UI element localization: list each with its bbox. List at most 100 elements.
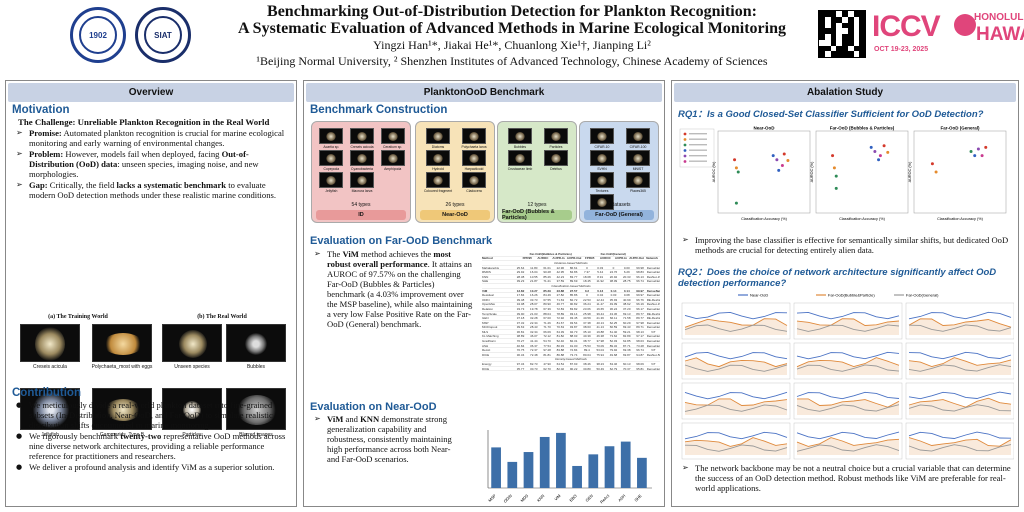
table-cell: 52.03 <box>609 339 618 344</box>
far-ood-text: The ViM method achieves the most robust … <box>314 249 474 329</box>
table-cell: 84.49 <box>543 293 551 298</box>
table-cell: 37.32 <box>516 320 525 325</box>
sample-thumbnail <box>508 150 532 166</box>
ablation-heading: Abalation Study <box>674 83 1016 102</box>
scatter-point <box>969 150 973 153</box>
table-cell: 7.37 <box>584 270 590 275</box>
table-cell: 99.97 <box>636 288 644 293</box>
table-cell: 87.93 <box>569 362 578 367</box>
bar-label: ASH <box>617 493 626 502</box>
group-count: 7 datasets <box>607 202 631 208</box>
sample-caption: CIFAR-10 <box>594 145 610 149</box>
rq2-conclusion: The network backbone may be not a neutra… <box>682 463 1018 493</box>
table-cell: 93.54 <box>569 320 578 325</box>
rq2-conclusion-text: The network backbone may be not a neutra… <box>695 463 1011 493</box>
table-group-label: Far-OoD(Bubbles & Particles) <box>529 251 572 256</box>
series-line <box>796 431 900 440</box>
tile-caption: Polychaeta_most with eggs <box>91 364 153 370</box>
sample-caption: Creseis acicula <box>350 145 374 149</box>
bar-label: ReAct <box>599 493 611 504</box>
table-cell: 62.79 <box>609 366 618 371</box>
training-world-label: (a) The Training World <box>48 314 108 320</box>
table-cell: 29.92 <box>516 270 525 275</box>
scatter-panel <box>913 130 1007 214</box>
table-cell: RMDS <box>482 270 491 275</box>
rq2-title: RQ2：Does the choice of network architect… <box>678 267 997 289</box>
column-header: FPR95 <box>585 256 595 261</box>
table-cell: 96.19 <box>636 302 644 307</box>
table-cell: DenseNet-201 <box>646 306 660 311</box>
table-cell: 70.09 <box>596 343 604 348</box>
series-line <box>684 311 788 320</box>
bar <box>539 436 550 488</box>
sample-thumbnail <box>626 128 650 144</box>
table-cell: 37.38 <box>583 320 591 325</box>
table-cell: 80.93 <box>556 343 565 348</box>
group-count: 12 types <box>527 202 547 208</box>
table-cell: KNN <box>482 274 489 279</box>
table-cell: 89.69 <box>569 279 578 284</box>
near-ood-section: Evaluation on Near-OoD ViM and KNN demon… <box>304 399 464 465</box>
table-cell: 16.04 <box>530 270 538 275</box>
table-cell: 92.73 <box>569 329 578 334</box>
line-subplot <box>793 302 903 340</box>
series-band <box>909 398 1011 415</box>
table-cell: 49.09 <box>609 302 618 307</box>
table-cell: 42.23 <box>556 274 565 279</box>
table-cell: 40.99 <box>623 297 631 302</box>
series-line <box>796 444 900 452</box>
bullet-text: to evaluate modern OoD detection methods… <box>29 180 277 200</box>
series-line <box>908 397 1012 408</box>
sample-caption: Copepoda <box>323 167 340 171</box>
table-cell: DICE <box>482 352 490 357</box>
contribution-item: We rigorously benchmark twenty-two repre… <box>16 431 288 461</box>
table-cell: 81.67 <box>556 320 565 325</box>
bar <box>523 452 534 488</box>
table-cell: 38.63 <box>583 325 591 330</box>
group-label: ID <box>316 210 406 220</box>
qr-code-icon[interactable] <box>818 10 866 58</box>
table-cell: 20.33 <box>623 274 631 279</box>
far-ood-text-part: method achieves the <box>358 249 434 259</box>
contribution-text: representative OoD methods across nine d… <box>29 431 286 461</box>
series-line <box>684 364 788 372</box>
sample-thumbnail <box>426 150 450 166</box>
table-cell: 72.12 <box>543 334 551 339</box>
group-box-2: Bubbles Particles Crustacean limb Detritus 1… <box>497 121 577 223</box>
sample-thumbnail <box>319 150 344 166</box>
sample-caption: Particles <box>549 145 563 149</box>
rq1-conclusion-text: Improving the base classifier is effecti… <box>695 235 1009 255</box>
table-cell: 97.17 <box>636 334 644 339</box>
table-cell: 23.88 <box>556 288 565 293</box>
series-line <box>684 431 788 440</box>
iccv-logo: ICCV OCT 19-23, 2025 HONOLULU HAWAII <box>872 6 1024 64</box>
sample-thumbnail <box>462 128 486 144</box>
table-cell: 62.25 <box>609 320 618 325</box>
table-cell: 71.26 <box>543 320 551 325</box>
sample-caption: Coloured fragment <box>423 189 453 193</box>
table-cell: 97.57 <box>569 288 578 293</box>
group-box-3: CIFAR-10 CIFAR-100 SVHN MNIST Textures Places… <box>579 121 659 223</box>
table-cell: 67.55 <box>543 297 551 302</box>
bar <box>491 447 501 488</box>
sample-caption: Crustacean limb <box>507 167 533 171</box>
table-cell: 10.27 <box>530 288 538 293</box>
table-cell: DICE <box>482 366 490 371</box>
scatter-panel <box>717 130 811 214</box>
table-cell: 85.26 <box>543 274 551 279</box>
series-line <box>796 391 900 400</box>
table-cell: 30.80 <box>583 366 591 371</box>
table-cell: 52.40 <box>556 339 565 344</box>
column-header: Method <box>482 256 493 261</box>
title-line-2: A Systematic Evaluation of Advanced Meth… <box>238 20 786 37</box>
table-cell: 80.90 <box>543 302 551 307</box>
table-cell: 72.84 <box>569 348 578 353</box>
sample-thumbnail <box>426 172 450 188</box>
bullet-text: : unseen species, imaging noise, and new… <box>29 159 259 179</box>
panel-title: Far-OoD (Bubbles & Particles) <box>830 126 895 131</box>
table-cell: 19.88 <box>596 329 604 334</box>
table-cell: 80.04 <box>583 352 591 357</box>
table-cell: 89.32 <box>609 343 618 348</box>
scatter-point <box>973 154 977 158</box>
